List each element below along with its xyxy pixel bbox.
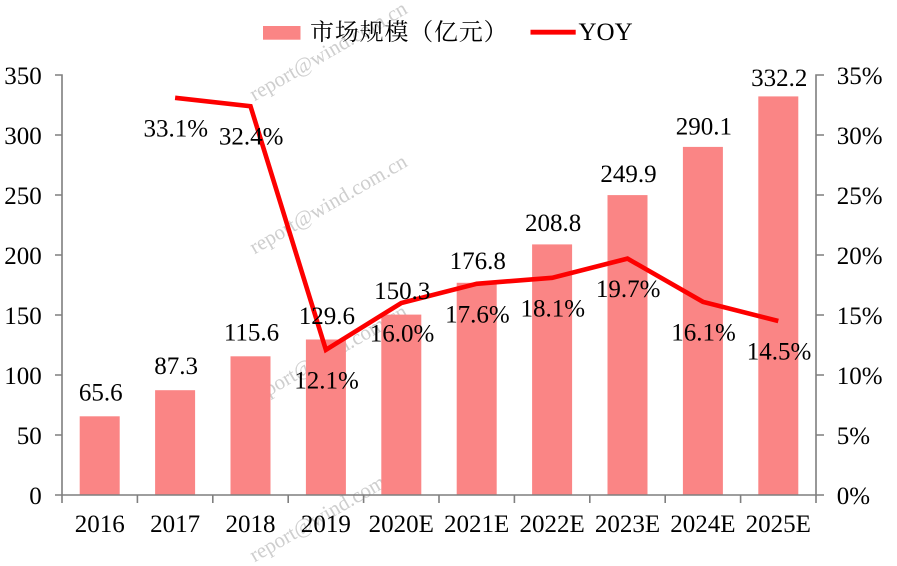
svg-text:2025E: 2025E	[746, 511, 811, 538]
svg-text:30%: 30%	[837, 123, 883, 150]
svg-text:87.3: 87.3	[154, 353, 198, 380]
svg-text:332.2: 332.2	[751, 65, 807, 92]
svg-text:2024E: 2024E	[670, 511, 735, 538]
svg-text:250: 250	[4, 183, 42, 210]
svg-text:2021E: 2021E	[444, 511, 509, 538]
svg-text:20%: 20%	[837, 243, 883, 270]
svg-text:16.1%: 16.1%	[671, 319, 736, 346]
svg-text:350: 350	[4, 63, 42, 90]
svg-text:100: 100	[4, 363, 42, 390]
svg-text:300: 300	[4, 123, 42, 150]
svg-text:176.8: 176.8	[450, 248, 506, 275]
svg-text:208.8: 208.8	[525, 210, 581, 237]
svg-text:0: 0	[29, 483, 42, 510]
svg-text:16.0%: 16.0%	[370, 321, 435, 348]
svg-text:2018: 2018	[226, 511, 276, 538]
svg-text:150: 150	[4, 303, 42, 330]
svg-text:50: 50	[17, 423, 42, 450]
svg-text:2020E: 2020E	[369, 511, 434, 538]
svg-text:290.1: 290.1	[676, 113, 732, 140]
svg-text:0%: 0%	[837, 483, 870, 510]
svg-text:2017: 2017	[150, 511, 200, 538]
svg-text:18.1%: 18.1%	[521, 295, 586, 322]
svg-text:2016: 2016	[75, 511, 125, 538]
svg-text:65.6: 65.6	[79, 380, 123, 407]
svg-text:YOY: YOY	[579, 19, 633, 46]
svg-text:35%: 35%	[837, 63, 883, 90]
svg-text:200: 200	[4, 243, 42, 270]
svg-text:150.3: 150.3	[374, 278, 430, 305]
svg-text:2022E: 2022E	[519, 511, 584, 538]
svg-text:12.1%: 12.1%	[294, 367, 359, 394]
svg-text:10%: 10%	[837, 363, 883, 390]
svg-text:14.5%: 14.5%	[747, 339, 812, 366]
svg-text:2019: 2019	[301, 511, 351, 538]
svg-text:25%: 25%	[837, 183, 883, 210]
svg-text:17.6%: 17.6%	[445, 301, 510, 328]
svg-text:15%: 15%	[837, 303, 883, 330]
svg-text:19.7%: 19.7%	[596, 276, 661, 303]
svg-text:249.9: 249.9	[600, 161, 656, 188]
svg-text:115.6: 115.6	[224, 319, 279, 346]
svg-text:32.4%: 32.4%	[219, 124, 284, 151]
svg-text:5%: 5%	[837, 423, 870, 450]
svg-text:129.6: 129.6	[299, 303, 355, 330]
svg-text:33.1%: 33.1%	[144, 115, 209, 142]
svg-text:2023E: 2023E	[595, 511, 660, 538]
